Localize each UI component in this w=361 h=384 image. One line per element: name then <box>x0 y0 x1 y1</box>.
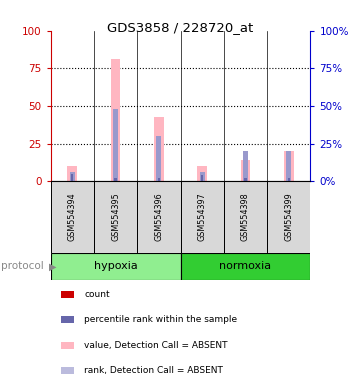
Bar <box>201 175 203 181</box>
Bar <box>114 178 117 181</box>
Bar <box>286 151 291 181</box>
Bar <box>200 172 205 181</box>
Bar <box>287 178 290 181</box>
Text: GSM554399: GSM554399 <box>284 193 293 242</box>
Bar <box>284 151 293 181</box>
Bar <box>197 166 207 181</box>
Bar <box>244 178 247 181</box>
Bar <box>94 181 137 253</box>
Text: protocol: protocol <box>1 262 43 271</box>
Bar <box>113 109 118 181</box>
Bar <box>267 181 310 253</box>
Bar <box>180 181 224 253</box>
Text: rank, Detection Call = ABSENT: rank, Detection Call = ABSENT <box>84 366 223 375</box>
Bar <box>61 316 74 323</box>
Bar <box>288 178 290 181</box>
Text: count: count <box>84 290 110 300</box>
Text: hypoxia: hypoxia <box>93 262 138 271</box>
Bar <box>201 178 204 181</box>
Bar <box>156 136 161 181</box>
Bar <box>61 291 74 298</box>
Text: GSM554396: GSM554396 <box>155 193 163 242</box>
Text: normoxia: normoxia <box>219 262 271 271</box>
Bar <box>111 59 120 181</box>
Bar <box>71 174 73 181</box>
Text: GSM554397: GSM554397 <box>198 193 206 242</box>
Bar <box>137 181 180 253</box>
Bar <box>68 166 77 181</box>
Text: value, Detection Call = ABSENT: value, Detection Call = ABSENT <box>84 341 227 349</box>
Text: GSM554398: GSM554398 <box>241 193 250 242</box>
Text: GDS3858 / 228720_at: GDS3858 / 228720_at <box>107 21 254 34</box>
Bar <box>61 341 74 349</box>
Bar <box>51 253 180 280</box>
Bar <box>70 172 75 181</box>
Bar <box>158 178 160 181</box>
Bar <box>224 181 267 253</box>
Bar <box>51 181 94 253</box>
Bar <box>180 253 310 280</box>
Bar <box>244 178 247 181</box>
Text: percentile rank within the sample: percentile rank within the sample <box>84 315 237 324</box>
Bar <box>71 177 74 181</box>
Text: GSM554394: GSM554394 <box>68 193 77 242</box>
Bar <box>157 178 160 181</box>
Bar <box>243 151 248 181</box>
Bar <box>114 178 117 181</box>
Text: GSM554395: GSM554395 <box>111 193 120 242</box>
Bar <box>61 367 74 374</box>
Text: ▶: ▶ <box>49 262 56 271</box>
Bar <box>154 116 164 181</box>
Bar <box>241 160 250 181</box>
